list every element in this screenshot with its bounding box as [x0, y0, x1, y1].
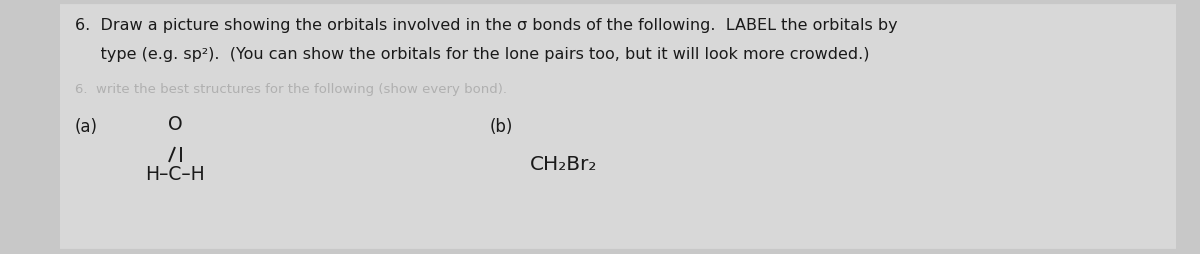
- Text: CH₂Br₂: CH₂Br₂: [530, 154, 598, 173]
- Text: 6.  Draw a picture showing the orbitals involved in the σ bonds of the following: 6. Draw a picture showing the orbitals i…: [74, 18, 898, 33]
- Text: H–C–H: H–C–H: [145, 164, 205, 183]
- Text: (a): (a): [74, 118, 98, 135]
- Text: 6.  write the best structures for the following (show every bond).: 6. write the best structures for the fol…: [74, 83, 508, 96]
- Text: O: O: [168, 115, 182, 133]
- Text: (b): (b): [490, 118, 514, 135]
- FancyBboxPatch shape: [60, 5, 1176, 249]
- Text: type (e.g. sp²).  (You can show the orbitals for the lone pairs too, but it will: type (e.g. sp²). (You can show the orbit…: [74, 47, 870, 62]
